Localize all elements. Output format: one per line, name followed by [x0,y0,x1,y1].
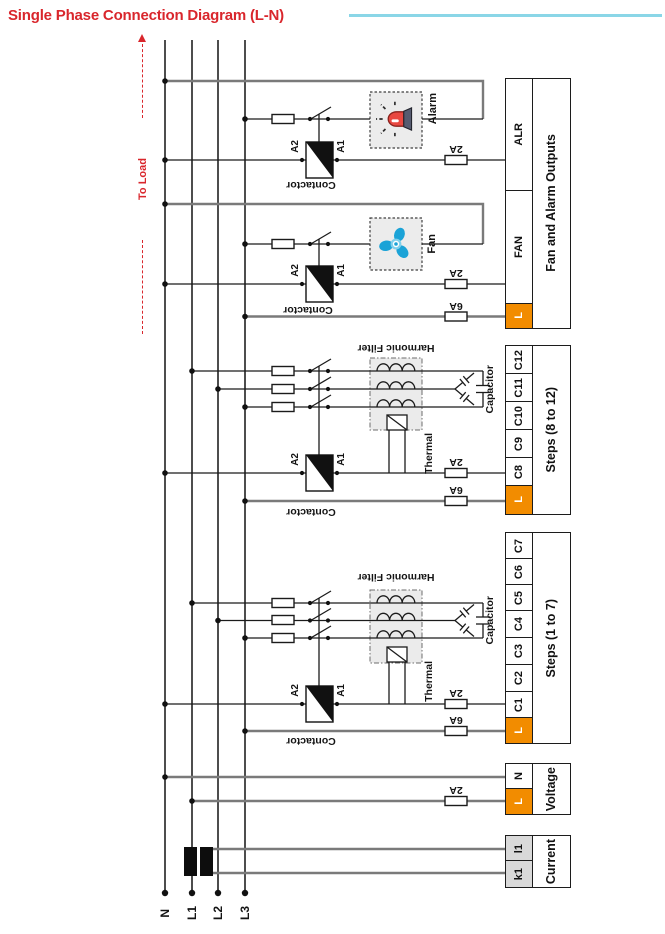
fan-icon [378,226,414,262]
steps-8-12-fuse-6a-label: 6A [449,483,463,496]
fan-coil-a1-label: A1 [336,264,347,277]
steps-1-7-thermal-label: Thermal [422,660,435,702]
terminal-c4: C4 [505,610,534,639]
terminal-c11: C11 [505,373,534,403]
steps-1-7-coil-a2-label: A2 [290,684,301,697]
fan-device-label: Fan [425,234,438,254]
fan-coil-a2-label: A2 [290,264,301,277]
title-rule [349,14,662,17]
steps-1-7-contactor-label: Contactor [286,734,336,747]
steps-1-7-block-label: Steps (1 to 7) [532,532,571,744]
steps-1-7-harmonic-filter-label: Harmonic Filter [357,570,435,583]
terminal-c3: C3 [505,637,534,666]
steps-8-12-coil-a1-label: A1 [336,453,347,466]
current-transformer [184,847,213,876]
steps-8-12-block-label: Steps (8 to 12) [532,345,571,515]
current-block-label: Current [532,835,571,888]
terminal-current-l1: l1 [505,835,534,862]
steps-8-12-coil-a2-label: A2 [290,453,301,466]
steps-8-12-thermal-label: Thermal [422,432,435,474]
alarm-contactor-label: Contactor [286,178,336,191]
fan-fuse-6a-label: 6A [449,299,463,312]
fan-contactor-label: Contactor [283,304,333,317]
to-load-arrowhead [138,34,146,42]
terminal-c10: C10 [505,401,534,431]
terminal-c7: C7 [505,532,534,560]
steps-1-7-coil-a1-label: A1 [336,684,347,697]
terminal-current-k1: k1 [505,860,534,888]
voltage-block-label: Voltage [532,763,571,815]
thermal-elements [386,414,408,663]
harmonic-filter-inductors [376,363,416,639]
contactor-contacts [308,106,332,686]
bus-label-l3: L3 [238,905,252,920]
terminal-voltage-n: N [505,763,534,790]
terminal-c8: C8 [505,457,534,487]
terminal-voltage-l: L [505,788,534,815]
alarm-coil-a1-label: A1 [336,140,347,153]
terminal-c6: C6 [505,558,534,586]
alarm-device-label: Alarm [426,93,439,125]
terminal-c5: C5 [505,584,534,612]
steps-8-12-capacitor-label: Capacitor [483,364,496,414]
terminal-c9: C9 [505,429,534,459]
bus-label-n: N [158,908,172,918]
to-load-label: To Load [136,158,149,200]
steps-8-12-fuse-2a-label: 2A [449,455,463,468]
steps-8-12-contactor-label: Contactor [286,505,336,518]
steps-1-7-capacitor-label: Capacitor [483,595,496,645]
steps-1-7-fuse-6a-label: 6A [449,713,463,726]
fuses [271,113,468,807]
to-load-dash-upper [142,44,143,118]
terminal-steps-1-7-l: L [505,717,534,744]
alarm-coil-a2-label: A2 [290,140,301,153]
fan-fuse-2a-label: 2A [449,267,463,280]
terminal-fan: FAN [505,190,534,305]
steps-8-12-harmonic-filter-label: Harmonic Filter [357,341,435,354]
bus-lines [164,40,246,893]
contactor-coils [305,141,334,723]
voltage-fuse-2a-label: 2A [449,783,463,796]
terminal-fan-alarm-l: L [505,303,534,329]
fan-alarm-block-label: Fan and Alarm Outputs [532,78,571,329]
terminal-c12: C12 [505,345,534,375]
terminal-c2: C2 [505,664,534,693]
to-load-dash-lower [142,240,143,334]
junction-dots [161,78,340,897]
terminal-c1: C1 [505,691,534,719]
terminal-steps-8-12-l: L [505,485,534,515]
alarm-fuse-2a-label: 2A [449,142,463,155]
control-lines [165,118,505,705]
bus-label-l2: L2 [211,905,225,920]
steps-1-7-fuse-2a-label: 2A [449,686,463,699]
bus-label-l1: L1 [185,905,199,920]
alarm-icon [373,99,419,139]
page-title: Single Phase Connection Diagram (L-N) [8,6,284,24]
terminal-alr: ALR [505,78,534,192]
